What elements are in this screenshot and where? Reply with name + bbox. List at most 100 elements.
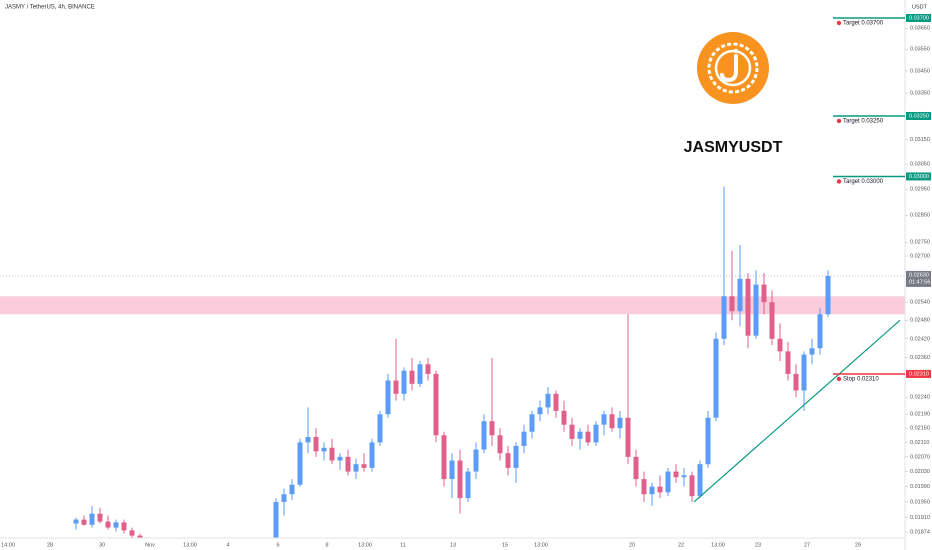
x-tick-label: 13:00	[711, 542, 725, 548]
title: JASMYUSDT	[684, 139, 783, 156]
candle-body	[441, 435, 447, 480]
y-tick-label: 0.02110	[910, 440, 929, 446]
candle-body	[609, 414, 615, 429]
x-tick-label: 15	[502, 542, 508, 548]
y-tick-label: 0.02480	[910, 318, 930, 324]
candle-body	[473, 449, 479, 472]
candle-body	[113, 522, 119, 528]
candle-body	[513, 445, 519, 468]
y-tick-label: 0.02420	[910, 336, 930, 342]
candle-body	[569, 424, 575, 439]
candle-body	[577, 431, 583, 439]
candle-body	[545, 393, 551, 408]
candle-body	[377, 414, 383, 443]
candle-body	[289, 484, 295, 495]
x-tick-label: 30	[99, 542, 105, 548]
countdown: 01:47:56	[909, 279, 930, 285]
candle-body	[721, 296, 727, 339]
y-tick-label: 0.03550	[910, 47, 930, 53]
target-tag	[906, 14, 931, 22]
candle-body	[305, 437, 311, 443]
candle-body	[329, 447, 335, 461]
candle-body	[673, 471, 679, 478]
target-axis-label: 0.03700	[909, 15, 929, 21]
x-tick-label: 28	[47, 542, 53, 548]
y-tick-label: 0.02360	[910, 355, 930, 361]
y-tick-label: 0.03050	[910, 161, 930, 167]
candle-body	[761, 284, 767, 303]
candle-body	[97, 513, 103, 522]
candle-body	[793, 373, 799, 391]
y-tick-label: 0.02150	[910, 426, 930, 432]
candle-body	[785, 351, 791, 374]
x-tick-label: 27	[804, 542, 810, 548]
candle-body	[681, 475, 687, 478]
stop-axis-label: 0.02310	[909, 371, 929, 377]
target-label: Target 0.03700	[843, 21, 884, 27]
x-tick-label: 13:00	[183, 542, 197, 548]
x-tick-label: Nov	[145, 542, 155, 548]
header: JASMY / TetherUS, 4h, BINANCE	[5, 5, 95, 11]
x-tick-label: 6	[276, 542, 279, 548]
candle-body	[697, 464, 703, 497]
x-tick-label: 22	[678, 542, 684, 548]
candle-body	[825, 275, 831, 315]
y-tick-label: 0.03150	[910, 137, 930, 143]
candle-body	[801, 354, 807, 391]
candle-body	[401, 370, 407, 394]
candle-body	[297, 442, 303, 485]
last-price-tag	[906, 270, 931, 287]
candle-body	[105, 521, 111, 528]
stop-icon	[836, 376, 842, 382]
plot-area	[0, 186, 905, 538]
y-tick-label: 0.02190	[910, 412, 930, 418]
candle-body	[633, 456, 639, 480]
target-icon	[836, 118, 842, 124]
x-tick-label: 13:00	[358, 542, 372, 548]
candle-body	[601, 414, 607, 425]
candle-body	[529, 414, 535, 432]
target-tag	[906, 111, 931, 120]
target-icon	[836, 179, 842, 184]
candle-body	[665, 471, 671, 493]
y-tick-label: 0.01990	[910, 484, 930, 490]
y-tick-label: 0.01874	[910, 529, 930, 535]
candle-body	[449, 460, 455, 480]
y-tick-label: 0.02850	[910, 213, 930, 219]
last-price-label: 0.02630	[909, 272, 929, 278]
y-tick-label: 0.01950	[910, 499, 930, 505]
y-tick-label: 0.02750	[910, 240, 930, 246]
target-tag	[906, 172, 931, 181]
x-tick-label: 23	[755, 542, 761, 548]
x-tick-label: 8	[325, 542, 328, 548]
candle-body	[585, 431, 591, 443]
target-label: Target 0.03000	[843, 179, 884, 185]
candle-body	[505, 453, 511, 468]
candle-body	[457, 460, 463, 499]
currency: USDT	[912, 4, 928, 10]
x-tick-label: 29	[855, 542, 861, 548]
zone	[0, 296, 905, 315]
candle-body	[369, 442, 375, 468]
target-icon	[836, 20, 842, 26]
candle-body	[345, 456, 351, 472]
y-tick-label: 0.03450	[910, 68, 930, 74]
candle-body	[281, 494, 287, 502]
stop-tag	[906, 369, 931, 378]
candle-body	[561, 410, 567, 425]
y-tick-label: 0.03650	[910, 26, 930, 32]
y-tick-label: 0.02030	[910, 469, 930, 475]
logo	[697, 32, 769, 104]
candle-body	[137, 535, 143, 538]
candle-body	[321, 447, 327, 452]
candle-body	[625, 417, 631, 457]
trendline	[693, 319, 901, 503]
candle-body	[817, 314, 823, 349]
candle-body	[729, 296, 735, 312]
candle-body	[425, 364, 431, 374]
candle-body	[337, 456, 343, 461]
candle-body	[769, 302, 775, 339]
x-tick-label: 4	[226, 542, 229, 548]
candle-body	[617, 417, 623, 429]
